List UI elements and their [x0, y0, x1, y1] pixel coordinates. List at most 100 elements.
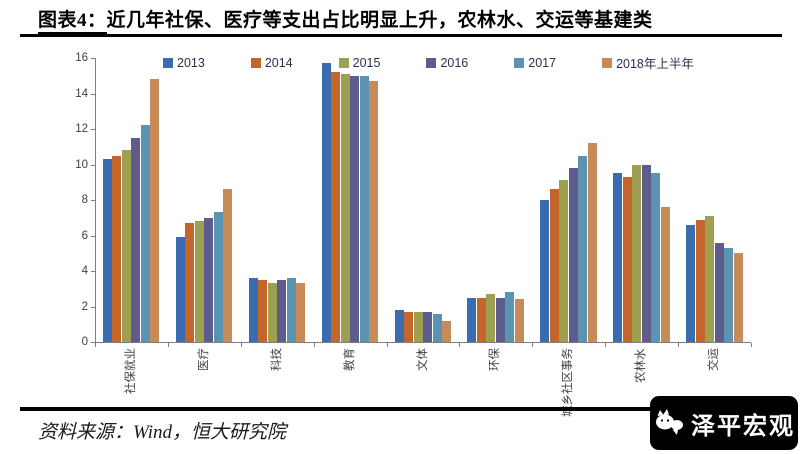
chart-title-prefix: 图表4： — [38, 10, 107, 34]
bar-2017-交运 — [724, 247, 734, 342]
bar-2015-教育 — [340, 73, 350, 342]
bar-2013-教育 — [321, 63, 331, 342]
bar-2015-社保就业 — [121, 150, 131, 342]
bar-2017-医疗 — [213, 212, 223, 342]
chart-title: 图表4：近几年社保、医疗等支出占比明显上升，农林水、交运等基建类 — [38, 5, 788, 34]
title-divider — [20, 34, 782, 37]
zepinghongguan-logo: 泽平宏观 — [650, 396, 798, 450]
bar-2016-教育 — [350, 75, 360, 342]
x-axis — [95, 342, 751, 343]
legend-label: 2014 — [264, 55, 293, 70]
bar-2015-文体 — [413, 311, 423, 342]
y-tick — [91, 93, 95, 95]
x-tick — [95, 343, 96, 347]
bar-2014-交运 — [695, 219, 705, 342]
bar-2017-教育 — [359, 75, 369, 342]
bar-2017-农林水 — [651, 173, 661, 342]
x-tick — [386, 343, 388, 347]
bar-2018年上半年-环保 — [514, 299, 524, 342]
y-tick — [91, 200, 95, 201]
bar-2013-城乡社区事务 — [540, 200, 550, 342]
chart-legend: 2013 2014 2015 2016 2017 2018年上半年 — [163, 53, 694, 72]
y-tick-label: 6 — [81, 229, 88, 242]
x-category-label: 教育 — [343, 348, 356, 371]
bar-2017-城乡社区事务 — [578, 155, 588, 342]
bar-2015-城乡社区事务 — [559, 180, 569, 342]
bar-2016-交运 — [714, 242, 724, 342]
bar-2018年上半年-医疗 — [223, 189, 233, 342]
legend-item-2013: 2013 — [163, 56, 205, 70]
y-axis — [95, 58, 96, 342]
x-tick — [678, 343, 680, 347]
bar-2014-医疗 — [185, 223, 195, 342]
bar-2015-环保 — [486, 294, 496, 342]
x-tick — [240, 343, 242, 347]
bar-2014-城乡社区事务 — [549, 189, 559, 342]
bar-2014-社保就业 — [112, 155, 122, 342]
bar-2015-交运 — [705, 215, 715, 342]
bar-2016-科技 — [277, 279, 287, 342]
bar-2015-科技 — [267, 283, 277, 342]
bar-2013-交运 — [686, 224, 696, 342]
legend-label: 2015 — [352, 55, 381, 70]
legend-item-2015: 2015 — [338, 55, 381, 70]
bar-2015-农林水 — [632, 164, 642, 342]
y-tick-label: 8 — [81, 194, 88, 206]
bar-2017-社保就业 — [140, 125, 150, 342]
legend-swatch — [250, 57, 261, 68]
bar-2018年上半年-科技 — [296, 283, 306, 342]
bar-2018年上半年-城乡社区事务 — [587, 143, 597, 342]
bar-2016-文体 — [423, 311, 432, 342]
bar-2013-文体 — [394, 310, 404, 342]
bar-2017-科技 — [286, 278, 296, 342]
bar-2014-农林水 — [622, 176, 632, 342]
y-tick — [91, 342, 95, 343]
legend-label: 2013 — [177, 55, 205, 70]
bar-2013-环保 — [467, 297, 477, 342]
chat-bubbles-icon — [653, 407, 685, 439]
y-tick-label: 4 — [81, 265, 88, 277]
legend-swatch — [602, 57, 613, 68]
y-tick — [91, 306, 95, 308]
bar-2015-医疗 — [194, 221, 204, 342]
bar-2014-环保 — [476, 297, 486, 342]
legend-swatch — [514, 57, 525, 68]
x-tick — [751, 343, 752, 347]
bar-2013-农林水 — [613, 173, 623, 342]
bar-2018年上半年-农林水 — [660, 207, 670, 342]
x-tick — [167, 343, 169, 347]
legend-item-2016: 2016 — [426, 56, 468, 70]
legend-label: 2017 — [528, 55, 557, 70]
x-tick — [459, 343, 461, 347]
bar-2018年上半年-社保就业 — [150, 79, 160, 342]
bar-2014-科技 — [258, 279, 268, 342]
y-tick-label: 10 — [75, 158, 88, 171]
bar-2018年上半年-交运 — [733, 253, 743, 342]
y-tick — [91, 271, 95, 272]
y-tick — [91, 129, 95, 130]
x-category-label: 环保 — [489, 348, 502, 371]
x-category-label: 科技 — [270, 348, 283, 371]
y-tick-label: 2 — [81, 300, 88, 313]
x-tick — [605, 343, 607, 347]
chart-title-text: 近几年社保、医疗等支出占比明显上升，农林水、交运等基建类 — [106, 10, 653, 31]
x-tick — [532, 343, 534, 347]
bar-2013-社保就业 — [102, 159, 112, 342]
x-category-label: 医疗 — [197, 348, 210, 371]
x-category-label: 文体 — [416, 348, 429, 371]
legend-swatch — [338, 57, 349, 68]
bar-2017-环保 — [505, 292, 515, 342]
bar-2013-医疗 — [175, 237, 185, 342]
bar-2016-环保 — [495, 297, 505, 342]
x-category-label: 农林水 — [635, 348, 648, 384]
source-note: 资料来源：Wind，恒大研究院 — [38, 422, 287, 443]
y-tick-label: 14 — [75, 87, 88, 100]
bar-2014-教育 — [331, 72, 341, 342]
logo-text: 泽平宏观 — [691, 412, 795, 440]
bar-2017-文体 — [432, 313, 442, 342]
bar-2018年上半年-教育 — [369, 81, 379, 342]
footer-divider — [20, 407, 658, 411]
bar-2016-社保就业 — [131, 137, 141, 342]
legend-label: 2018年上半年 — [616, 57, 694, 71]
